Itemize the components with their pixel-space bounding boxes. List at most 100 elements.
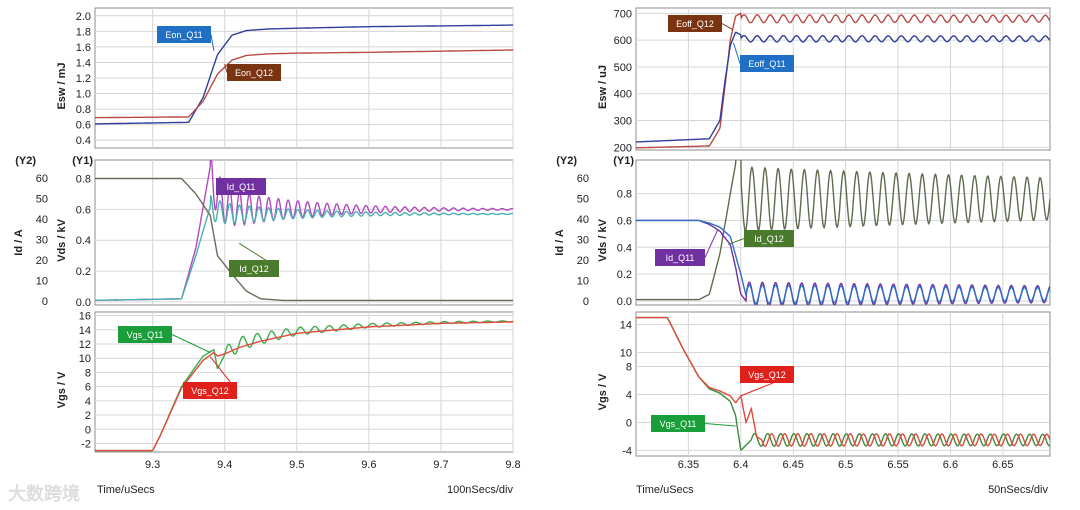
y2-tick-label: 60	[36, 173, 48, 185]
y1-axis-bracket: (Y1)	[613, 155, 634, 167]
y2-tick-label: 10	[36, 276, 48, 288]
y-tick-label: 0.8	[76, 174, 91, 186]
series-label: Vgs_Q12	[191, 386, 229, 396]
x-tick-label: 6.65	[992, 459, 1013, 471]
y-tick-label: 8	[626, 362, 632, 374]
y-tick-label: 2.0	[76, 11, 91, 23]
x-tick-label: 6.4	[733, 459, 748, 471]
y-axis-label: Vgs / V	[56, 371, 68, 408]
series-line-vgs-q12	[636, 316, 1050, 447]
y-tick-label: 0.4	[617, 242, 632, 254]
y2-tick-label: 40	[36, 214, 48, 226]
y-tick-label: 200	[614, 142, 632, 154]
series-line-eoff-q12	[636, 12, 1050, 149]
y-tick-label: 300	[614, 116, 632, 128]
y-tick-label: 0.0	[617, 296, 632, 308]
callout-arrow	[171, 334, 211, 353]
series-line-id-q12	[95, 195, 513, 302]
y-axis-label: Vds / kV	[56, 218, 68, 261]
y2-tick-label: 60	[577, 173, 589, 185]
y-tick-label: 1.6	[76, 42, 91, 54]
y-tick-label: 0.8	[617, 189, 632, 201]
y-tick-label: 1.8	[76, 26, 91, 38]
y2-tick-label: 30	[577, 235, 589, 247]
y-tick-label: 1.0	[76, 89, 91, 101]
x-tick-label: 9.8	[505, 459, 520, 471]
y-tick-label: 0	[85, 424, 91, 436]
series-label: Id_Q12	[239, 264, 269, 274]
y-tick-label: 0.6	[76, 120, 91, 132]
y-tick-label: 0.8	[76, 104, 91, 116]
x-tick-label: 9.5	[289, 459, 304, 471]
y-tick-label: 10	[620, 348, 632, 360]
series-label-box	[740, 55, 794, 72]
callout-arrow	[704, 229, 719, 258]
series-label: Eon_Q12	[235, 68, 273, 78]
callout-arrow	[721, 23, 733, 30]
y-tick-label: 16	[79, 311, 91, 323]
series-line-vgs-q12	[95, 321, 513, 452]
panel-R-0: 200 300 400 500 600 700 Esw / uJ Eoff_Q12 Eoff_Q…	[597, 7, 1051, 154]
y-axis-label: Esw / mJ	[56, 62, 68, 109]
x-tick-label: 6.35	[678, 459, 699, 471]
y2-axis-label: Id / A	[554, 229, 566, 256]
panel-L-1: 0.0 0.2 0.4 0.6 0.8 0 10 20 30 40 50 60 (Y1) (Y2) Id /…	[13, 155, 514, 309]
panel-R-1: 0.0 0.2 0.4 0.6 0.8 0 10 20 30 40 50 60 (Y1) (Y2) Id /…	[554, 155, 1051, 308]
y2-tick-label: 50	[36, 194, 48, 206]
x-division-label: 50nSecs/div	[988, 484, 1048, 496]
x-axis-label: Time/uSecs	[97, 484, 155, 496]
y-tick-label: 0.2	[76, 266, 91, 278]
y-tick-label: 0.0	[76, 297, 91, 309]
y-tick-label: 500	[614, 62, 632, 74]
series-line-eon-q12	[95, 49, 513, 119]
panel-R-2: -4 0 4 8 10 14 Vgs / V Vgs_Q12 Vgs_Q11	[597, 311, 1051, 457]
x-tick-label: 9.4	[217, 459, 232, 471]
x-tick-label: 9.3	[145, 459, 160, 471]
y-tick-label: 600	[614, 35, 632, 47]
y-tick-label: 0.6	[617, 215, 632, 227]
plot-frame	[635, 159, 1051, 306]
y-tick-label: 4	[626, 389, 632, 401]
x-axis-label: Time/uSecs	[636, 484, 694, 496]
series-label: Eoff_Q11	[748, 59, 785, 69]
x-tick-label: 6.5	[838, 459, 853, 471]
y-tick-label: 12	[79, 339, 91, 351]
plot-frame	[635, 311, 1051, 457]
y2-tick-label: 20	[577, 255, 589, 267]
y-tick-label: 0.4	[76, 135, 91, 147]
series-line-vds	[95, 177, 513, 302]
series-label: Eoff_Q12	[676, 19, 714, 29]
callout-arrow	[732, 42, 741, 64]
y2-tick-label: 0	[42, 296, 48, 308]
watermark-text: 大数跨境	[8, 483, 80, 504]
x-tick-label: 6.45	[783, 459, 804, 471]
y-tick-label: 0.4	[76, 235, 91, 247]
y-tick-label: -2	[81, 438, 91, 450]
series-label-box	[740, 366, 794, 383]
turn-on-chart: 0.4 0.6 0.8 1.0 1.2 1.4 1.6 1.8 2.0 Esw / mJ Eon_Q…	[13, 7, 521, 496]
y-tick-label: 14	[79, 325, 91, 337]
y-tick-label: 4	[85, 396, 91, 408]
callout-arrow	[210, 34, 215, 51]
y2-tick-label: 20	[36, 255, 48, 267]
x-tick-label: 9.6	[361, 459, 376, 471]
series-label: Id_Q11	[666, 253, 695, 263]
series-label-box	[216, 178, 266, 195]
series-label: Id_Q11	[227, 182, 256, 192]
y2-tick-label: 50	[577, 194, 589, 206]
series-label-box	[651, 415, 705, 432]
series-label: Id_Q12	[754, 234, 784, 244]
x-tick-label: 6.6	[943, 459, 958, 471]
series-label: Vgs_Q11	[127, 330, 164, 340]
y-tick-label: 6	[85, 382, 91, 394]
series-label-box	[744, 230, 794, 247]
y1-axis-bracket: (Y1)	[72, 155, 93, 167]
plot-frame	[94, 159, 514, 306]
series-label: Vgs_Q12	[748, 370, 786, 380]
x-tick-label: 9.7	[433, 459, 448, 471]
y-tick-label: 2	[85, 410, 91, 422]
y2-axis-bracket: (Y2)	[15, 155, 36, 167]
y-tick-label: 700	[614, 8, 632, 20]
series-label-box	[655, 249, 705, 266]
